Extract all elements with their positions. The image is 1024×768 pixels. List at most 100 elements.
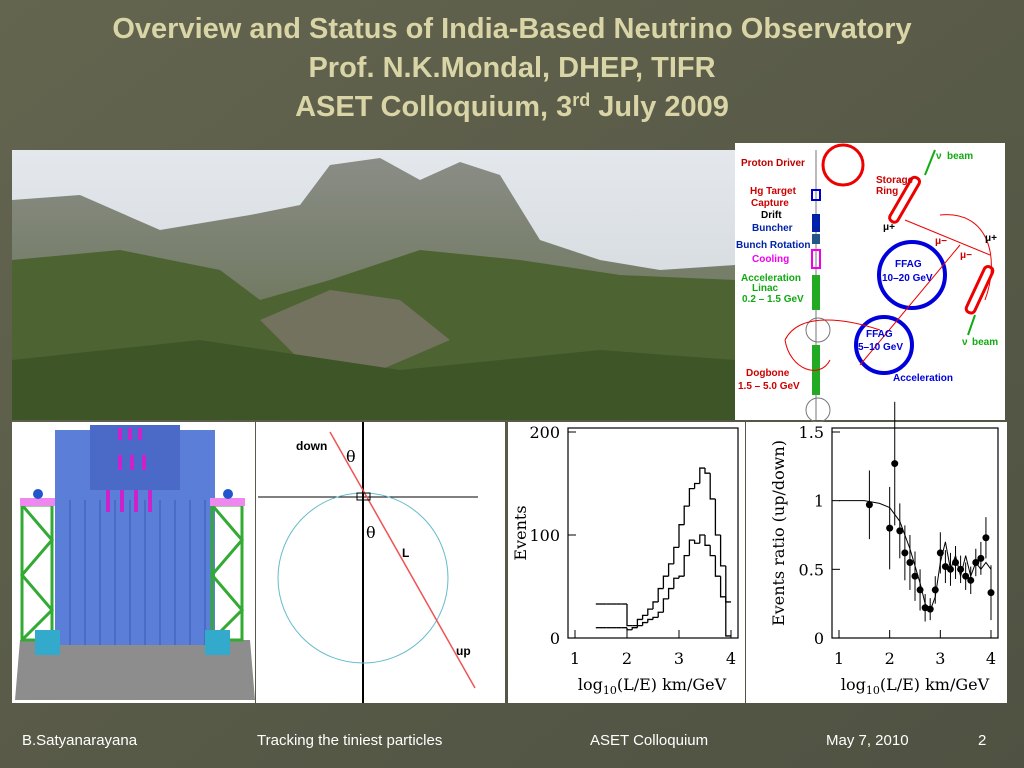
footer-author: B.Satyanarayana	[22, 732, 138, 749]
footer: B.Satyanarayana Tracking the tiniest par…	[22, 732, 986, 749]
diagram-label: Dogbone	[746, 368, 790, 379]
x-axis-label-part: (L/E) km/GeV	[617, 675, 727, 694]
histogram-bin	[641, 614, 648, 620]
diagram-label: Drift	[761, 210, 782, 221]
data-point	[967, 576, 975, 584]
x-axis-label: log10(L/E) km/GeV	[841, 675, 990, 697]
y-tick-label: 1.5	[799, 423, 824, 442]
geometry-label: θ	[366, 523, 376, 542]
diagram-label: Ring	[876, 186, 898, 197]
y-tick-label: 0	[814, 629, 824, 648]
x-axis-label-part: log	[578, 675, 603, 694]
mountain-photo	[12, 150, 735, 420]
histogram-bin	[652, 616, 659, 620]
histogram-bin	[714, 555, 721, 577]
histogram-bin	[688, 539, 695, 556]
histogram-bin	[693, 482, 700, 489]
histogram-bin	[662, 575, 669, 589]
data-point	[901, 549, 909, 557]
histogram-bin	[626, 604, 633, 627]
data-point	[911, 572, 919, 580]
histogram-bin	[657, 611, 664, 618]
data-point	[865, 501, 873, 509]
diagram-label: 1.5 – 5.0 GeV	[738, 381, 800, 392]
diagram-label: Acceleration	[741, 273, 801, 284]
diagram-label: μ−	[935, 236, 947, 247]
diagram-label: 0.2 – 1.5 GeV	[742, 294, 804, 305]
title-line: ASET Colloquium, 3rd July 2009	[295, 90, 729, 123]
x-tick-label: 4	[726, 649, 736, 668]
geometry-label: down	[296, 439, 327, 453]
x-tick-label: 4	[986, 649, 996, 668]
title-line: Overview and Status of India-Based Neutr…	[112, 13, 911, 45]
histogram-bin	[673, 546, 679, 564]
histogram-bin	[704, 468, 711, 474]
x-axis-label-part: log	[841, 675, 866, 694]
data-point	[982, 534, 990, 542]
x-axis-label: log10(L/E) km/GeV	[578, 675, 727, 697]
histogram-bin	[657, 587, 664, 602]
data-point	[916, 586, 924, 594]
histogram-bin	[636, 624, 643, 628]
diagram-label: 5–10 GeV	[858, 342, 903, 353]
x-axis-label-sub: 10	[603, 684, 617, 697]
histogram-bin	[631, 627, 638, 630]
diagram-label: Linac	[752, 283, 779, 294]
histogram-bin	[719, 576, 726, 598]
title-line: Prof. N.K.Mondal, DHEP, TIFR	[308, 52, 715, 84]
title-part: July 2009	[590, 91, 729, 123]
y-axis-label: Events	[511, 505, 530, 560]
footer-date: May 7, 2010	[826, 732, 909, 749]
data-point	[931, 586, 939, 594]
histogram-bin	[725, 596, 731, 637]
x-tick-label: 3	[935, 649, 945, 668]
data-point	[886, 524, 894, 532]
histogram-bin	[652, 601, 659, 610]
x-tick-label: 3	[674, 649, 684, 668]
y-tick-label: 1	[814, 492, 824, 511]
diagram-label: beam	[972, 337, 998, 348]
histogram-bin	[699, 534, 705, 544]
x-axis-label-sub: 10	[866, 684, 880, 697]
histogram-bin	[667, 563, 674, 577]
diagram-label: FFAG	[895, 259, 922, 270]
histogram-bin	[667, 587, 674, 599]
histogram-bin	[636, 618, 643, 626]
data-point	[962, 572, 970, 580]
y-tick-label: 0	[550, 629, 560, 648]
histogram-bin	[709, 545, 716, 557]
data-point	[977, 554, 985, 562]
data-point	[926, 605, 934, 613]
histogram-bin	[683, 554, 690, 577]
y-axis-label: Events ratio (up/down)	[769, 440, 788, 626]
geometry-label: θ	[346, 447, 356, 466]
y-tick-label: 100	[529, 526, 560, 545]
histogram-bin	[719, 535, 726, 567]
plot-frame	[831, 427, 999, 639]
data-point	[952, 558, 960, 566]
histogram-bin	[709, 473, 716, 500]
data-point	[936, 549, 944, 557]
diagram-label: Storage	[876, 175, 914, 186]
title-sup: rd	[572, 90, 590, 110]
x-tick-label: 1	[834, 649, 844, 668]
diagram-label: beam	[947, 151, 973, 162]
histogram-bin	[673, 577, 679, 589]
histogram-bin	[693, 540, 700, 544]
diagram-label: ν	[962, 337, 968, 348]
x-tick-label: 2	[622, 649, 632, 668]
detector-render	[12, 422, 255, 703]
y-tick-label: 0.5	[799, 560, 824, 579]
y-tick-label: 200	[529, 423, 560, 442]
histogram-bin	[647, 618, 653, 623]
footer-page: 2	[978, 732, 986, 749]
geometry-label: L	[402, 546, 409, 560]
geometry-sketch: down θ θ L up	[256, 422, 505, 703]
diagram-label: μ−	[960, 250, 972, 261]
x-tick-label: 2	[885, 649, 895, 668]
x-tick-label: 1	[570, 649, 580, 668]
diagram-label: FFAG	[866, 329, 893, 340]
